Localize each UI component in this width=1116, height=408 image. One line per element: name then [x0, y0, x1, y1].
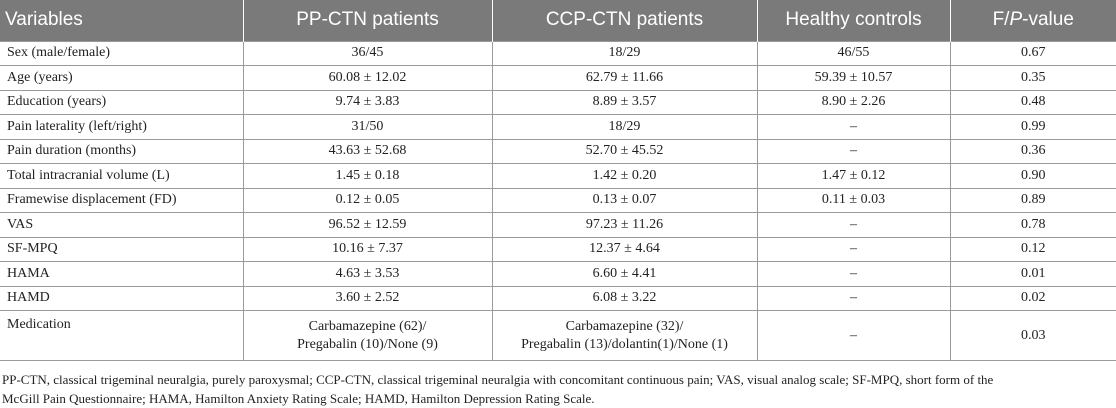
header-ccp-ctn: CCP-CTN patients: [492, 0, 758, 41]
cell-pp-line2: Pregabalin (10)/None (9): [297, 336, 438, 352]
cell-p-value: 0.36: [949, 138, 1116, 164]
cell-variable: Pain laterality (left/right): [0, 114, 244, 140]
cell-pp-ctn: 31/50: [242, 114, 493, 140]
cell-p-value: 0.67: [949, 40, 1116, 66]
cell-healthy-controls: –: [756, 261, 951, 287]
cell-variable: HAMD: [0, 285, 244, 311]
table-row: SF-MPQ 10.16 ± 7.37 12.37 ± 4.64–0.12: [0, 236, 1116, 262]
table-row: Age (years) 60.08 ± 12.02 62.79 ± 11.66 59.…: [0, 65, 1116, 91]
cell-ccp-ctn: 8.89 ± 3.57: [491, 89, 758, 115]
cell-ccp-ctn: 0.13 ± 0.07: [491, 187, 758, 213]
table-body: Sex (male/female) 36/45 18/29 46/55 0.67 Age …: [0, 40, 1116, 361]
cell-healthy-controls: 46/55: [756, 40, 951, 66]
cell-p-value: 0.78: [949, 212, 1116, 238]
cell-pp-ctn: 36/45: [242, 40, 493, 66]
table-header: Variables PP-CTN patients CCP-CTN patien…: [0, 0, 1116, 41]
cell-pp-ctn: 4.63 ± 3.53: [242, 261, 493, 287]
cell-variable: HAMA: [0, 261, 244, 287]
cell-healthy-controls: 59.39 ± 10.57: [756, 65, 951, 91]
footnote-line-1: PP-CTN, classical trigeminal neuralgia, …: [2, 372, 994, 387]
cell-pp-ctn: Carbamazepine (62)/ Pregabalin (10)/None …: [242, 310, 493, 361]
cell-ccp-ctn: 52.70 ± 45.52: [491, 138, 758, 164]
cell-ccp-ctn: 1.42 ± 0.20: [491, 163, 758, 189]
table-row: HAMA 4.63 ± 3.53 6.60 ± 4.41–0.01: [0, 261, 1116, 287]
cell-ccp-ctn: 12.37 ± 4.64: [491, 236, 758, 262]
table-row: Sex (male/female) 36/45 18/29 46/55 0.67: [0, 40, 1116, 66]
cell-pp-ctn: 0.12 ± 0.05: [242, 187, 493, 213]
cell-ccp-ctn: 6.60 ± 4.41: [491, 261, 758, 287]
table-row-medication: Medication Carbamazepine (62)/ Pregabalin…: [0, 310, 1116, 361]
table-row: Education (years) 9.74 ± 3.83 8.89 ± 3.57 8…: [0, 89, 1116, 115]
header-pp-ctn: PP-CTN patients: [243, 0, 493, 41]
cell-pp-ctn: 60.08 ± 12.02: [242, 65, 493, 91]
table-row: Pain duration (months) 43.63 ± 52.68 52.70…: [0, 138, 1116, 164]
header-p-italic: P: [1009, 9, 1023, 31]
cell-healthy-controls: –: [756, 310, 951, 361]
cell-healthy-controls: –: [756, 114, 951, 140]
cell-p-value: 0.02: [949, 285, 1116, 311]
cell-healthy-controls: –: [756, 138, 951, 164]
cell-p-value: 0.01: [949, 261, 1116, 287]
cell-ccp-line2: Pregabalin (13)/dolantin(1)/None (1): [521, 336, 728, 352]
header-variables: Variables: [0, 0, 244, 41]
cell-variable: Medication: [0, 310, 244, 361]
cell-p-value: 0.99: [949, 114, 1116, 140]
header-row: Variables PP-CTN patients CCP-CTN patien…: [0, 0, 1116, 41]
cell-pp-ctn: 96.52 ± 12.59: [242, 212, 493, 238]
cell-p-value: 0.48: [949, 89, 1116, 115]
cell-pp-line1: Carbamazepine (62)/: [308, 318, 427, 334]
cell-ccp-ctn: 18/29: [491, 40, 758, 66]
table-row: Pain laterality (left/right) 31/50 18/29–0…: [0, 114, 1116, 140]
table-row: HAMD 3.60 ± 2.52 6.08 ± 3.22–0.02: [0, 285, 1116, 311]
cell-ccp-ctn: 6.08 ± 3.22: [491, 285, 758, 311]
table-row: Framewise displacement (FD) 0.12 ± 0.05 0.…: [0, 187, 1116, 213]
cell-pp-ctn: 9.74 ± 3.83: [242, 89, 493, 115]
cell-ccp-ctn: Carbamazepine (32)/ Pregabalin (13)/dolan…: [491, 310, 758, 361]
cell-p-value: 0.90: [949, 163, 1116, 189]
cell-pp-ctn: 1.45 ± 0.18: [242, 163, 493, 189]
footnote-line-2: McGill Pain Questionnaire; HAMA, Hamilto…: [2, 391, 595, 406]
table-row: Total intracranial volume (L) 1.45 ± 0.18…: [0, 163, 1116, 189]
header-f-p-value: F/P-value: [950, 0, 1116, 41]
cell-p-value: 0.03: [949, 310, 1116, 361]
header-healthy-controls: Healthy controls: [757, 0, 951, 41]
cell-variable: Age (years): [0, 65, 244, 91]
cell-variable: Total intracranial volume (L): [0, 163, 244, 189]
cell-p-value: 0.35: [949, 65, 1116, 91]
cell-healthy-controls: 0.11 ± 0.03: [756, 187, 951, 213]
header-f-prefix: F/: [992, 9, 1010, 31]
cell-healthy-controls: –: [756, 212, 951, 238]
cell-pp-ctn: 10.16 ± 7.37: [242, 236, 493, 262]
cell-pp-ctn: 43.63 ± 52.68: [242, 138, 493, 164]
cell-healthy-controls: 1.47 ± 0.12: [756, 163, 951, 189]
demographics-table: Variables PP-CTN patients CCP-CTN patien…: [0, 0, 1116, 361]
cell-variable: Education (years): [0, 89, 244, 115]
cell-variable: Sex (male/female): [0, 40, 244, 66]
table-footnote: PP-CTN, classical trigeminal neuralgia, …: [0, 361, 1116, 408]
cell-variable: SF-MPQ: [0, 236, 244, 262]
cell-healthy-controls: –: [756, 285, 951, 311]
cell-variable: Pain duration (months): [0, 138, 244, 164]
cell-ccp-line1: Carbamazepine (32)/: [565, 318, 684, 334]
cell-p-value: 0.12: [949, 236, 1116, 262]
cell-variable: VAS: [0, 212, 244, 238]
cell-ccp-ctn: 97.23 ± 11.26: [491, 212, 758, 238]
cell-variable: Framewise displacement (FD): [0, 187, 244, 213]
header-value-suffix: -value: [1022, 9, 1074, 31]
cell-healthy-controls: 8.90 ± 2.26: [756, 89, 951, 115]
cell-healthy-controls: –: [756, 236, 951, 262]
cell-ccp-ctn: 18/29: [491, 114, 758, 140]
table-row: VAS 96.52 ± 12.59 97.23 ± 11.26–0.78: [0, 212, 1116, 238]
cell-pp-ctn: 3.60 ± 2.52: [242, 285, 493, 311]
cell-ccp-ctn: 62.79 ± 11.66: [491, 65, 758, 91]
cell-p-value: 0.89: [949, 187, 1116, 213]
